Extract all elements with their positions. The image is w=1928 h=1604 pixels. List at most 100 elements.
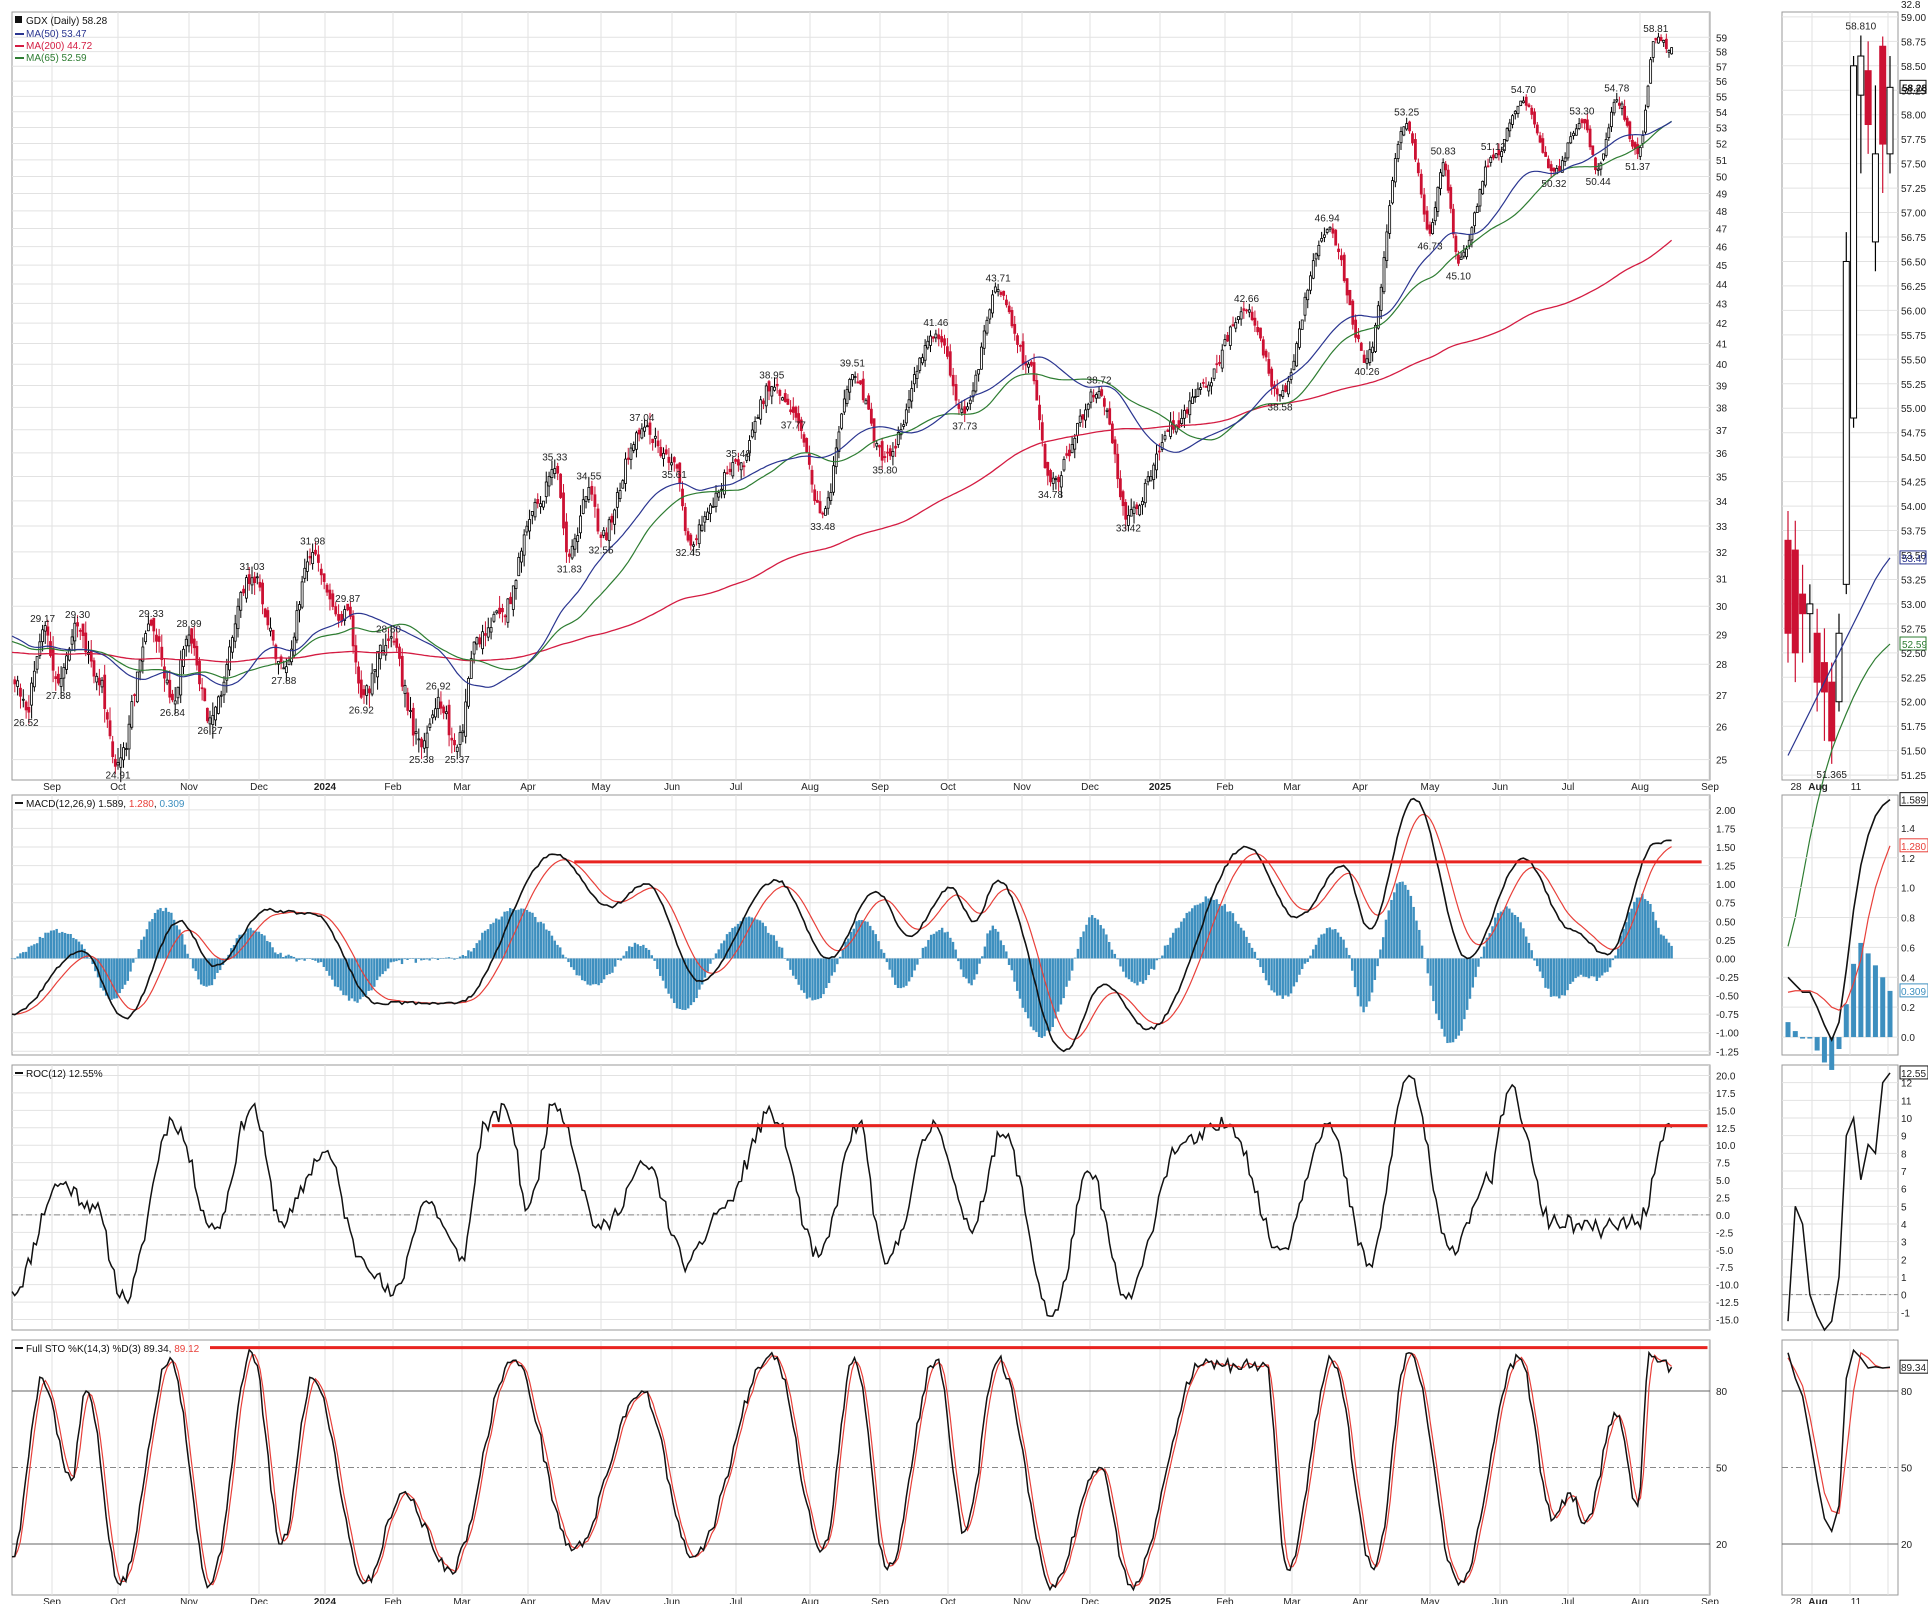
macd-hist-bar [271,947,274,959]
macd-hist-bar [1516,916,1520,959]
price-candle [203,688,207,702]
x-tick-label: Nov [180,1597,198,1604]
sto-k-line [11,1348,1673,1592]
macd-hist-bar [723,940,726,959]
price-candle [171,693,174,701]
macd-hist-bar [1585,958,1588,977]
macd-hist-bar [481,932,484,959]
macd-hist-bar [1220,905,1224,959]
macd-hist-bar [687,958,690,1009]
price-annotation: 37.73 [952,421,977,432]
macd-hist-bar [1659,934,1663,959]
macd-hist-bar [66,933,70,959]
price-candle [675,464,679,469]
price-candle [1552,167,1556,172]
macd-hist-bar [616,958,620,960]
macd-hist-bar [1446,958,1449,1044]
macd-hist-bar [1150,958,1153,969]
price-candle [279,656,283,663]
zoom-price-top-tick: 32.8 [1901,0,1921,11]
zoom-price-y-tick: 57.75 [1901,135,1926,146]
x-tick-label: Jul [1562,782,1575,793]
macd-hist-bar [885,958,889,963]
macd-hist-bar [975,958,979,975]
price-candle [725,472,729,475]
price-annotation: 26.52 [14,718,39,729]
macd-hist-bar [1127,958,1131,980]
price-candle [1465,248,1468,258]
price-candle [406,692,410,711]
price-annotation: 39.51 [840,359,865,370]
macd-hist-bar [877,941,880,959]
macd-hist-bar [414,958,418,963]
price-candle [308,555,312,559]
macd-hist-bar [159,908,162,959]
x-tick-label: May [1421,782,1440,793]
price-candle [915,370,919,379]
zoom-macd-y-tick: 0.8 [1901,914,1915,925]
price-candle [1081,414,1085,420]
macd-hist-bar [1110,949,1114,959]
macd-hist-bar [910,958,914,978]
price-candle [1317,244,1321,257]
price-annotation: 31.98 [300,536,325,547]
macd-hist-bar [1215,899,1218,959]
zoom-macd-hist-bar [1785,1022,1791,1038]
macd-hist-bar [965,958,968,979]
macd-hist-bar [298,958,301,960]
macd-hist-bar [932,933,936,959]
macd-hist-bar [16,956,19,959]
price-annotation: 38.95 [759,371,784,382]
zoom-macd-hist-bar [1880,977,1886,1038]
price-candle [1067,449,1071,457]
macd-hist-bar [1654,920,1658,959]
price-candle [1654,37,1658,41]
zoom-price-y-tick: 52.00 [1901,698,1926,709]
price-annotation: 46.73 [1417,241,1442,252]
macd-hist-bar [1449,958,1452,1043]
macd-hist-bar [1536,958,1539,967]
price-candle [753,420,757,433]
macd-hist-bar [447,957,451,959]
macd-y-tick: -1.25 [1716,1047,1739,1058]
macd-hist-bar [1099,925,1102,959]
price-candle [455,746,459,752]
macd-hist-bar [1348,955,1351,959]
macd-hist-bar [863,921,866,959]
macd-hist-bar [63,932,67,959]
price-candle [1126,514,1130,526]
price-annotation: 24.91 [105,771,130,782]
macd-hist-bar [1342,939,1345,959]
price-candle [717,492,721,498]
price-candle [656,440,660,447]
macd-hist-bar [536,922,540,959]
macd-hist-bar [110,958,113,1000]
x-tick-label: Jun [1492,782,1508,793]
macd-hist-bar [1161,955,1164,959]
x-tick-label: Jun [664,782,680,793]
macd-hist-bar [1398,882,1402,959]
price-candle [233,623,237,642]
macd-hist-bar [913,958,916,971]
macd-hist-bar [1560,958,1564,996]
macd-hist-bar [656,958,659,970]
price-candle [1433,207,1437,222]
macd-hist-bar [1336,932,1340,959]
price-candle [1163,435,1167,440]
price-candle [236,605,240,630]
macd-hist-bar [1593,958,1596,977]
zoom-roc-y-tick: 7 [1901,1167,1907,1178]
macd-hist-bar [700,958,704,985]
price-candle [43,625,47,632]
macd-hist-bar [591,958,595,985]
macd-hist-bar [497,919,501,959]
price-candle [1275,388,1279,395]
zoom-price-y-tick: 59.00 [1901,13,1926,24]
price-candle [1670,47,1674,55]
zoom-ma50-tag-box [1899,550,1927,565]
price-annotation: 46.94 [1315,214,1340,225]
price-candle [934,333,938,339]
price-candle [1533,111,1536,125]
price-candle [1588,128,1592,148]
macd-hist-bar [420,958,423,961]
